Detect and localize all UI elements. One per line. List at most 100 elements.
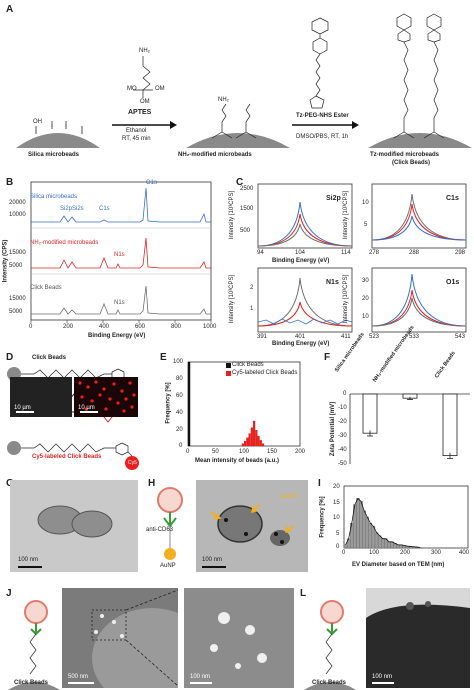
b-peak-si2p: Si2p	[60, 206, 73, 212]
e-bar-1-4	[250, 427, 253, 446]
i-ylabel: Frequency [%]	[319, 496, 326, 538]
e-ylabel: Frequency [%]	[165, 382, 172, 424]
b-xlabel: Binding Energy (eV)	[88, 333, 146, 339]
k-sem-image	[184, 588, 294, 688]
b-legend-click: Click Beads	[30, 285, 62, 291]
panel-b-chart	[30, 181, 212, 323]
i-ytick-5: 5	[336, 531, 340, 537]
l-scale-label: 100 nm	[372, 674, 393, 680]
i-ytick-0: 0	[336, 544, 340, 550]
h-tem-image	[196, 480, 308, 572]
c-xlabel-top: Binding Energy (eV)	[272, 258, 330, 264]
c-n1s-ytick-0: 2	[250, 285, 254, 291]
c-si2p-ytick-2: 1500	[240, 206, 254, 212]
panel-i-chart	[343, 485, 469, 549]
c-xlabel-bottom: Binding Energy (eV)	[272, 341, 330, 347]
i-ytick-20: 20	[333, 484, 340, 490]
e-ytick-0: 0	[179, 443, 183, 449]
g-tem-image	[10, 480, 138, 572]
c-ylabel-bottom-right: Intensity [10³CPS]	[343, 274, 350, 324]
aptes-om2-label: OM	[140, 99, 150, 105]
tz-microbeads-label: Tz-modified microbeads	[370, 152, 440, 158]
c-si2p-xtick-2: 114	[341, 250, 351, 256]
e-ytick-40: 40	[176, 410, 183, 416]
e-xtick-0: 0	[186, 449, 190, 455]
panel-letter-i: I	[318, 478, 321, 489]
d-label-cy5-beads: Cy5-labeled Click Beads	[32, 454, 102, 460]
click-beads-sub-label: (Click Beads)	[392, 160, 431, 166]
step2-reagent: Tz-PEG-NHS Ester	[296, 113, 349, 119]
b-ytick-silica-2: 10000	[9, 212, 26, 218]
j-label-click-beads: Click Beads	[14, 680, 49, 686]
step1-condition: RT, 45 min	[122, 136, 151, 142]
e-ytick-60: 60	[176, 393, 183, 399]
f-ylabel: Zeta Potential [mV]	[330, 401, 337, 457]
j-scheme	[8, 600, 60, 690]
l-scheme	[304, 600, 356, 690]
e-bar-1-6	[255, 430, 258, 446]
h-label-aunps: AuNPs	[280, 494, 299, 500]
b-peak-c1s: C1s	[99, 206, 110, 212]
i-bar-12	[381, 538, 385, 549]
i-xtick-200: 200	[400, 550, 411, 556]
b-xtick-600: 600	[135, 324, 146, 330]
j-scale-label: 500 nm	[68, 674, 89, 680]
d-micrograph-click-beads	[10, 377, 72, 417]
c-title-si2p: Si2p	[326, 195, 341, 202]
c-si2p-xtick-0: 94	[257, 250, 264, 256]
c-ylabel-top-left: Intensity [10³CPS]	[229, 190, 236, 240]
e-ytick-20: 20	[176, 427, 183, 433]
f-ytick-20: -20	[338, 419, 347, 425]
i-bar-17	[396, 544, 400, 549]
b-ylabel: Intensity (CPS)	[2, 239, 9, 283]
c-title-o1s: O1s	[446, 279, 460, 286]
f-ytick-10: -10	[338, 405, 347, 411]
nh2-bead-shape	[186, 133, 290, 148]
h-scale-label: 100 nm	[202, 557, 223, 563]
b-nh2-spectrum	[31, 237, 211, 269]
silica-microbeads-label: Silica microbeads	[28, 152, 80, 158]
panel-letter-c: C	[236, 177, 244, 188]
d-scalebar-left	[16, 411, 34, 413]
h-label-anti-cd63: anti-CD63	[146, 527, 174, 533]
c-n1s-xtick-1: 401	[295, 334, 306, 340]
c-c1s-xtick-2: 298	[455, 250, 466, 256]
panel-letter-j: J	[6, 588, 12, 599]
c-c1s-ytick-0: 10	[362, 200, 369, 206]
b-xtick-400: 400	[99, 324, 110, 330]
e-bar-1-9	[261, 443, 265, 446]
d-scalebar-right	[80, 411, 98, 413]
i-ytick-10: 10	[333, 515, 340, 521]
f-ytick-0: 0	[343, 391, 347, 397]
h-scalebar	[202, 566, 226, 568]
c-ylabel-top-right: Intensity [10³CPS]	[343, 190, 350, 240]
panel-letter-d: D	[6, 352, 14, 363]
i-bar-11	[377, 535, 382, 549]
c-o1s-ytick-0: 30	[362, 278, 369, 284]
aptes-om-label: OM	[155, 86, 165, 92]
e-bar-1-7	[257, 435, 260, 446]
f-ytick-50: -50	[338, 461, 347, 467]
i-bar-7	[365, 516, 369, 549]
f-bar-0	[362, 393, 378, 434]
c-c1s-xtick-1: 288	[409, 250, 420, 256]
d-label-click-beads: Click Beads	[32, 355, 67, 361]
c-title-n1s: N1s	[326, 279, 339, 286]
b-peak-si2s: Si2s	[72, 206, 84, 212]
i-bar-10	[374, 532, 379, 549]
d-scale-right-label: 10 µm	[78, 405, 95, 411]
b-legend-silica: Silica microbeads	[30, 194, 78, 200]
b-ytick-silica-0: 20000	[9, 200, 26, 206]
b-ytick-click-0: 15000	[9, 296, 26, 302]
c-o1s-xtick-2: 543	[455, 334, 466, 340]
e-xtick-200: 200	[295, 449, 306, 455]
panel-letter-h: H	[148, 478, 156, 489]
c-n1s-xtick-0: 391	[257, 334, 268, 340]
i-xlabel: EV Diameter based on TEM (nm)	[352, 562, 445, 568]
c-o1s-xtick-0: 523	[369, 334, 380, 340]
i-bar-24	[418, 547, 422, 549]
aptes-nh2-label: NH₂	[139, 48, 150, 54]
h-label-aunp: AuNP	[160, 563, 176, 569]
panel-e-chart	[187, 361, 301, 447]
i-bar-4	[356, 498, 360, 549]
